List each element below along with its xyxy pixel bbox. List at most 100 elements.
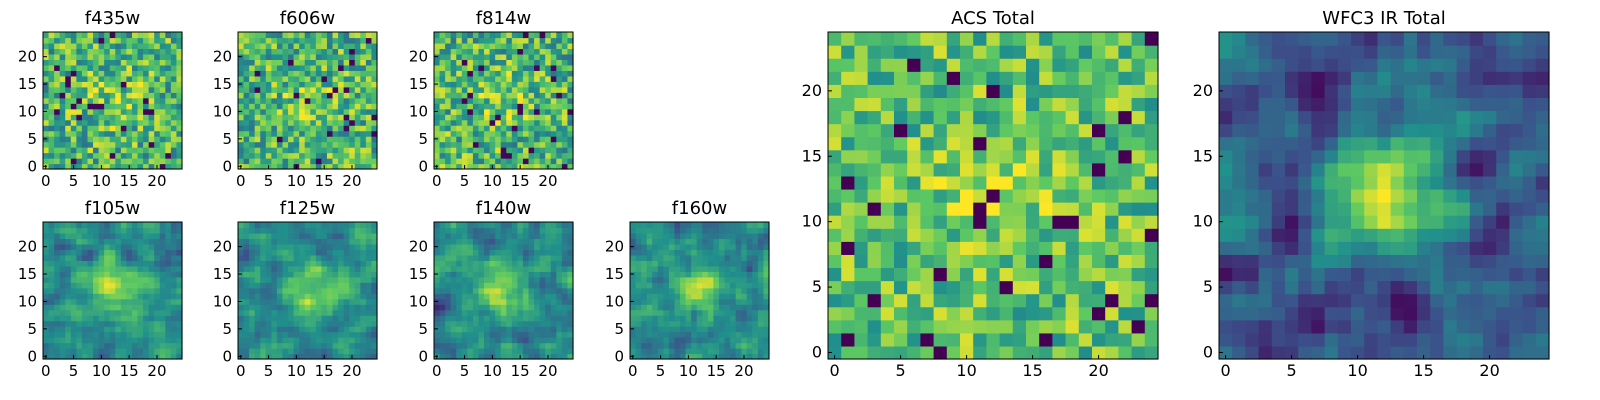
heatmap-cell [663,276,670,283]
heatmap-cell [249,42,256,50]
heatmap-cell [746,271,753,278]
heatmap-cell [663,331,670,338]
heatmap-cell [680,337,687,344]
heatmap-cell [539,282,546,289]
heatmap-cell [674,287,681,294]
heatmap-cell [271,326,278,333]
heatmap-cell [365,222,373,229]
heatmap-cell [652,309,659,316]
heatmap-cell [450,260,457,267]
heatmap-cell [109,125,116,132]
heatmap-cell [65,158,72,165]
x-tick-label: 15 [120,362,139,380]
heatmap-cell [293,293,300,300]
heatmap-cell [986,228,1001,242]
heatmap-cell [960,345,974,360]
heatmap-cell [445,238,452,245]
heatmap-cell [680,326,687,333]
heatmap-cell [238,158,245,165]
heatmap-cell [238,320,245,327]
heatmap-cell [170,119,178,126]
heatmap-cell [54,276,61,283]
heatmap-cell [293,276,300,283]
heatmap-cell [1039,306,1053,321]
heatmap-cell [243,125,250,132]
heatmap-cell [137,276,144,283]
heatmap-cell [461,32,468,39]
heatmap-cell [1052,149,1067,164]
heatmap-cell [293,37,300,44]
heatmap-cell [243,119,250,126]
heatmap-cell [48,238,55,245]
heatmap-cell [321,243,328,250]
heatmap-cell [746,282,753,289]
heatmap-cell [434,293,441,300]
heatmap-cell [691,287,698,294]
heatmap-cell [434,260,441,267]
heatmap-cell [1065,188,1080,203]
heatmap-cell [495,326,502,333]
heatmap-cell [170,293,178,300]
heatmap-cell [461,53,468,60]
heatmap-cell [685,276,692,283]
heatmap-cell [668,348,676,355]
heatmap-cell [445,276,452,283]
heatmap-cell [646,260,653,267]
heatmap-cell [276,64,284,71]
heatmap-cell [360,48,367,55]
heatmap-cell [148,147,155,154]
heatmap-cell [332,125,339,132]
heatmap-cell [456,337,463,344]
heatmap-cell [668,260,676,267]
heatmap-cell [265,32,272,39]
heatmap-cell [360,81,367,88]
heatmap-cell [54,282,61,289]
heatmap-cell [1144,345,1159,360]
heatmap-cell [1092,136,1106,151]
heatmap-cell [310,114,317,121]
heatmap-cell [854,149,869,164]
heatmap-cell [360,265,367,272]
heatmap-cell [104,81,111,88]
heatmap-cell [472,276,480,283]
heatmap-cell [265,108,272,115]
heatmap-cell [131,254,139,261]
heatmap-cell [467,141,474,148]
heatmap-cell [332,320,339,327]
heatmap-cell [511,163,518,170]
heatmap-cell [260,75,267,82]
heatmap-cell [724,326,731,333]
heatmap-cell [271,342,278,349]
heatmap-cell [472,260,480,267]
heatmap-cell [484,293,491,300]
heatmap-cell [567,64,574,71]
heatmap-cell [260,249,267,256]
heatmap-cell [349,227,356,234]
heatmap-cell [439,141,446,148]
heatmap-cell [691,348,698,355]
heatmap-cell [534,260,541,267]
heatmap-cell [265,158,272,165]
heatmap-cell [702,260,709,267]
heatmap-cell [371,337,378,344]
x-tick-label: 0 [41,172,51,190]
heatmap-cell [115,331,122,338]
heatmap-cell [567,276,574,283]
heatmap-cell [657,309,664,316]
heatmap-cell [528,331,535,338]
heatmap-cell [461,119,468,126]
heatmap-cell [522,103,530,110]
heatmap-cell [735,282,742,289]
heatmap-cell [635,260,642,267]
heatmap-cell [550,271,557,278]
heatmap-cell [522,309,530,316]
heatmap-cell [338,320,345,327]
heatmap-cell [517,249,524,256]
heatmap-cell [652,348,659,355]
heatmap-cell [154,331,161,338]
heatmap-cell [299,348,306,355]
heatmap-cell [484,298,491,305]
heatmap-cell [920,306,935,321]
heatmap-cell [148,81,155,88]
